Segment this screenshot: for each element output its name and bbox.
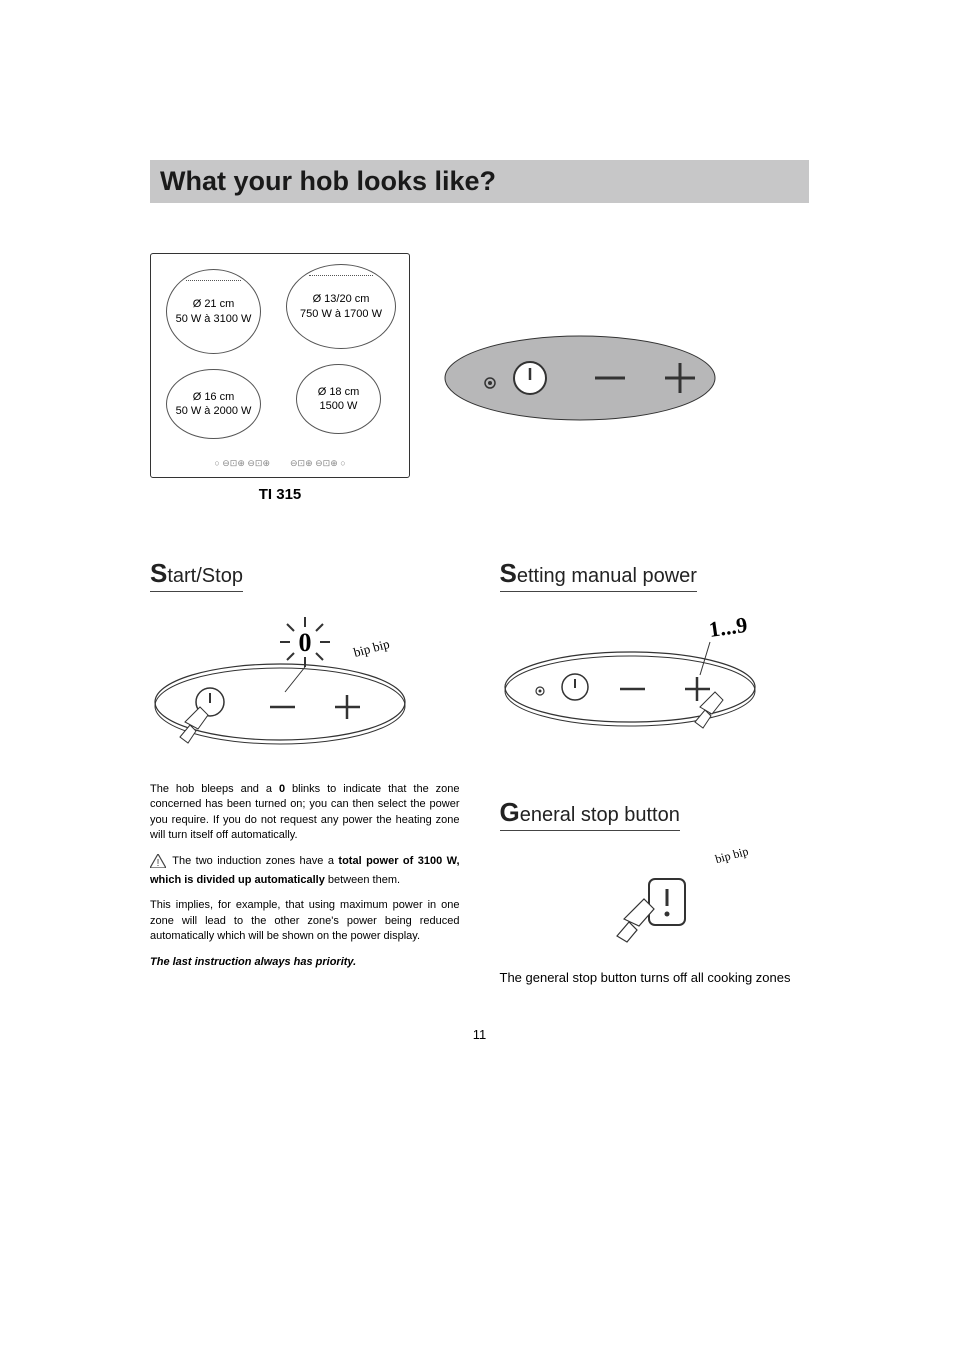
section-heading: General stop button xyxy=(500,797,680,831)
model-label: TI 315 xyxy=(150,486,410,503)
svg-text:1...9: 1...9 xyxy=(707,612,749,642)
heading-capital: S xyxy=(150,558,167,588)
zone-dashes xyxy=(186,280,242,281)
zone-top-left: Ø 21 cm 50 W à 3100 W xyxy=(166,269,261,354)
start-stop-icon: 0 bip bip xyxy=(150,607,440,757)
heading-rest: eneral stop button xyxy=(520,804,680,826)
zone-power: 50 W à 2000 W xyxy=(176,404,252,418)
zone-diameter: Ø 16 cm xyxy=(193,390,235,404)
control-panel-oval-large xyxy=(440,328,720,428)
section-heading: Setting manual power xyxy=(500,558,697,592)
section-heading: Start/Stop xyxy=(150,558,243,592)
content-columns: Start/Stop xyxy=(150,558,809,987)
hob-control-strip: ○ ⊖⊡⊕ ⊖⊡⊕ ⊖⊡⊕ ⊖⊡⊕ ○ xyxy=(151,458,409,469)
zone-dashes xyxy=(309,275,374,276)
heading-capital: S xyxy=(500,558,517,588)
control-glyphs-right: ⊖⊡⊕ ⊖⊡⊕ ○ xyxy=(290,458,346,469)
start-stop-illustration: 0 bip bip xyxy=(150,607,460,762)
bip-text: bip bip xyxy=(714,844,750,867)
right-column: Setting manual power xyxy=(500,558,810,987)
text-fragment: The hob bleeps and a xyxy=(150,783,279,795)
zone-top-right: Ø 13/20 cm 750 W à 1700 W xyxy=(286,264,396,349)
hob-overview-row: Ø 21 cm 50 W à 3100 W Ø 13/20 cm 750 W à… xyxy=(150,253,809,503)
control-glyphs-left: ○ ⊖⊡⊕ ⊖⊡⊕ xyxy=(214,458,270,469)
title-bar: What your hob looks like? xyxy=(150,160,809,203)
implication-paragraph: This implies, for example, that using ma… xyxy=(150,898,460,944)
svg-text:bip bip: bip bip xyxy=(352,636,391,660)
manual-power-section: Setting manual power xyxy=(500,558,810,742)
page-number: 11 xyxy=(150,1027,809,1042)
general-stop-illustration: bip bip xyxy=(500,846,810,949)
svg-text:0: 0 xyxy=(299,628,312,657)
svg-text:!: ! xyxy=(157,858,160,868)
zone-diameter: Ø 13/20 cm xyxy=(313,292,370,306)
start-stop-paragraph: The hob bleeps and a 0 blinks to indicat… xyxy=(150,782,460,844)
zone-power: 1500 W xyxy=(320,399,358,413)
left-column: Start/Stop xyxy=(150,558,460,987)
zone-power: 50 W à 3100 W xyxy=(176,312,252,326)
priority-paragraph: The last instruction always has priority… xyxy=(150,955,460,970)
warning-icon: ! xyxy=(150,854,166,873)
zone-bottom-left: Ø 16 cm 50 W à 2000 W xyxy=(166,369,261,439)
page: What your hob looks like? Ø 21 cm 50 W à… xyxy=(0,0,954,1102)
zone-power: 750 W à 1700 W xyxy=(300,307,382,321)
zone-diameter: Ø 21 cm xyxy=(193,297,235,311)
text-fragment: The two induction zones have a xyxy=(172,855,338,867)
general-stop-text: The general stop button turns off all co… xyxy=(500,969,810,987)
zone-bottom-right: Ø 18 cm 1500 W xyxy=(296,364,381,434)
hob-block: Ø 21 cm 50 W à 3100 W Ø 13/20 cm 750 W à… xyxy=(150,253,410,503)
manual-power-icon: 1...9 xyxy=(500,607,780,737)
manual-power-illustration: 1...9 xyxy=(500,607,810,742)
heading-rest: tart/Stop xyxy=(167,565,243,587)
induction-power-paragraph: ! The two induction zones have a total p… xyxy=(150,854,460,889)
general-stop-icon xyxy=(599,864,709,944)
heading-rest: etting manual power xyxy=(517,565,697,587)
oval-icon xyxy=(440,328,720,428)
general-stop-section: General stop button bip bip The general … xyxy=(500,797,810,987)
page-title: What your hob looks like? xyxy=(160,166,799,197)
text-fragment: between them. xyxy=(325,874,400,886)
heading-capital: G xyxy=(500,797,520,827)
start-stop-section: Start/Stop xyxy=(150,558,460,970)
hob-diagram: Ø 21 cm 50 W à 3100 W Ø 13/20 cm 750 W à… xyxy=(150,253,410,478)
zone-diameter: Ø 18 cm xyxy=(318,385,360,399)
